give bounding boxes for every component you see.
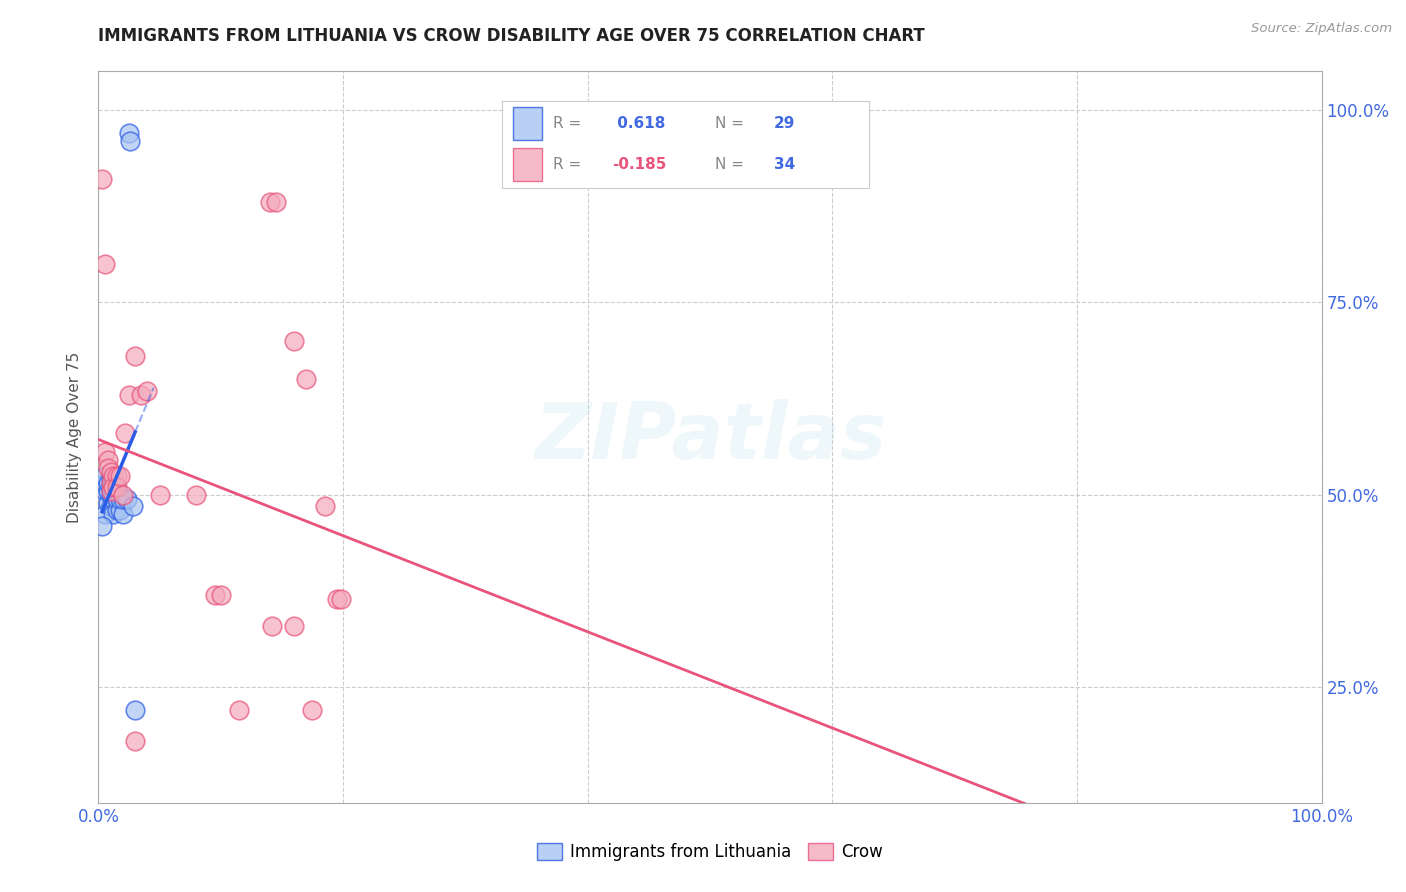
Point — [100, 500, 122, 514]
Point — [120, 134, 142, 148]
Point — [124, 703, 146, 717]
Point — [93, 468, 115, 483]
Point — [105, 491, 128, 506]
Point — [93, 257, 115, 271]
Point — [111, 488, 134, 502]
Point — [326, 591, 349, 606]
Point — [149, 488, 172, 502]
Point — [91, 518, 114, 533]
Point — [264, 195, 287, 210]
Legend: Immigrants from Lithuania, Crow: Immigrants from Lithuania, Crow — [530, 836, 890, 868]
Point — [186, 488, 208, 502]
Point — [124, 349, 146, 363]
Text: Source: ZipAtlas.com: Source: ZipAtlas.com — [1251, 22, 1392, 36]
Point — [283, 334, 305, 348]
Point — [100, 480, 122, 494]
Point — [100, 476, 122, 491]
Point — [136, 384, 159, 398]
Point — [97, 483, 120, 498]
Point — [93, 476, 115, 491]
Point — [118, 388, 141, 402]
Text: ZIPatlas: ZIPatlas — [534, 399, 886, 475]
Point — [111, 491, 134, 506]
Point — [110, 468, 132, 483]
Point — [101, 480, 124, 494]
Point — [129, 388, 152, 402]
Point — [105, 468, 128, 483]
Point — [101, 507, 124, 521]
Point — [118, 126, 141, 140]
Point — [114, 426, 136, 441]
Point — [97, 476, 120, 491]
Point — [105, 503, 128, 517]
Point — [100, 483, 122, 498]
Point — [111, 507, 134, 521]
Point — [262, 618, 284, 632]
Point — [209, 588, 232, 602]
Point — [101, 468, 124, 483]
Text: IMMIGRANTS FROM LITHUANIA VS CROW DISABILITY AGE OVER 75 CORRELATION CHART: IMMIGRANTS FROM LITHUANIA VS CROW DISABI… — [98, 27, 925, 45]
Point — [259, 195, 281, 210]
Point — [105, 483, 128, 498]
Point — [97, 461, 120, 475]
Point — [97, 453, 120, 467]
Point — [204, 588, 226, 602]
Point — [101, 483, 124, 498]
Point — [101, 476, 124, 491]
Point — [115, 491, 138, 506]
Point — [93, 445, 115, 459]
Point — [110, 491, 132, 506]
Point — [301, 703, 323, 717]
Point — [100, 488, 122, 502]
Point — [101, 491, 124, 506]
Point — [91, 172, 114, 186]
Point — [295, 372, 318, 386]
Y-axis label: Disability Age Over 75: Disability Age Over 75 — [67, 351, 83, 523]
Point — [110, 503, 132, 517]
Point — [93, 483, 115, 498]
Point — [314, 500, 336, 514]
Point — [105, 480, 128, 494]
Point — [97, 495, 120, 509]
Point — [124, 734, 146, 748]
Point — [329, 591, 352, 606]
Point — [100, 465, 122, 479]
Point — [283, 618, 305, 632]
Point — [93, 507, 115, 521]
Point — [228, 703, 250, 717]
Point — [121, 500, 143, 514]
Point — [100, 472, 122, 486]
